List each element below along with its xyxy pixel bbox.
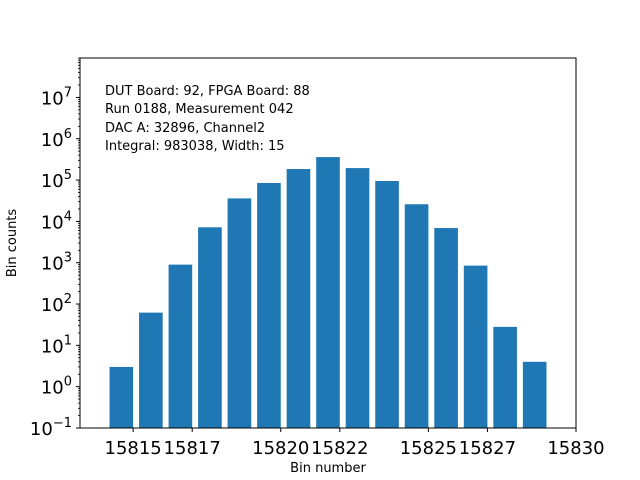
- x-tick-label: 15827: [459, 438, 516, 459]
- y-tick-label: 10−1: [30, 416, 72, 440]
- bar: [109, 366, 134, 428]
- annotation-line: Integral: 983038, Width: 15: [105, 139, 285, 154]
- bar: [227, 198, 252, 428]
- bar: [257, 182, 281, 428]
- annotation-line: DAC A: 32896, Channel2: [105, 121, 265, 136]
- y-tick-label: 104: [41, 209, 72, 233]
- plot-frame: [79, 57, 577, 429]
- y-tick-label: 102: [41, 292, 72, 316]
- y-tick-label: 100: [41, 375, 72, 399]
- x-tick-label: 15820: [252, 438, 309, 459]
- y-tick-label: 105: [41, 168, 72, 192]
- x-tick-label: 15815: [105, 438, 162, 459]
- x-tick-label: 15817: [164, 438, 221, 459]
- x-tick-label: 15830: [547, 438, 604, 459]
- bar: [168, 264, 193, 428]
- bar: [139, 312, 163, 428]
- y-tick-label: 107: [41, 85, 72, 109]
- bar: [434, 228, 458, 428]
- bar: [286, 169, 311, 428]
- bar: [463, 265, 488, 428]
- annotation-line: Run 0188, Measurement 042: [105, 102, 294, 117]
- bar: [345, 168, 370, 428]
- x-axis-label: Bin number: [290, 461, 366, 476]
- bar: [522, 361, 547, 428]
- bar: [404, 204, 429, 428]
- bar: [316, 157, 340, 428]
- bar: [493, 326, 517, 428]
- y-axis-ticks: 10−1 100 101 102 103 104 105 106 107: [30, 57, 80, 440]
- y-axis-label: Bin counts: [5, 209, 20, 278]
- bar: [198, 227, 222, 428]
- annotation-line: DUT Board: 92, FPGA Board: 88: [105, 84, 310, 99]
- bars-group: [109, 157, 547, 428]
- annotation-box: DUT Board: 92, FPGA Board: 88 Run 0188, …: [105, 84, 310, 154]
- y-tick-label: 103: [41, 251, 72, 275]
- x-axis-ticks: 15815 15817 15820 15822 15825 15827 15830: [105, 428, 605, 459]
- x-tick-label: 15822: [311, 438, 368, 459]
- x-tick-label: 15825: [400, 438, 457, 459]
- y-tick-label: 106: [41, 127, 72, 151]
- bar: [375, 180, 399, 428]
- y-tick-label: 101: [41, 333, 72, 357]
